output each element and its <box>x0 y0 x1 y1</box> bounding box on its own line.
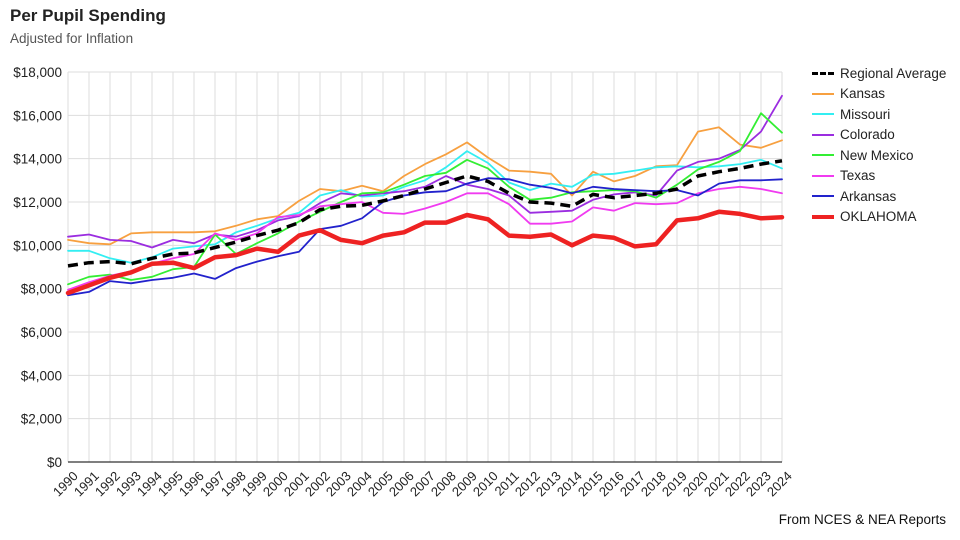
legend: Regional Average Kansas Missouri Colorado Ne… <box>812 63 946 227</box>
y-tick-label: $0 <box>47 455 62 470</box>
legend-label: Arkansas <box>840 189 896 204</box>
legend-item-oklahoma: OKLAHOMA <box>812 207 946 228</box>
y-tick-label: $12,000 <box>13 195 62 210</box>
y-tick-label: $8,000 <box>21 282 62 297</box>
source-note: From NCES & NEA Reports <box>779 512 946 527</box>
grid-lines <box>68 72 782 462</box>
legend-label: Kansas <box>840 86 885 101</box>
legend-swatch <box>812 113 834 115</box>
legend-swatch <box>812 195 834 197</box>
legend-swatch <box>812 154 834 156</box>
legend-item-arkansas: Arkansas <box>812 186 946 207</box>
legend-label: Regional Average <box>840 66 946 81</box>
legend-swatch <box>812 175 834 177</box>
legend-item-kansas: Kansas <box>812 84 946 105</box>
legend-item-regional-average: Regional Average <box>812 63 946 84</box>
legend-swatch <box>812 215 834 219</box>
y-tick-label: $4,000 <box>21 368 62 383</box>
legend-label: Missouri <box>840 107 890 122</box>
y-tick-label: $10,000 <box>13 238 62 253</box>
legend-label: Colorado <box>840 127 895 142</box>
legend-item-texas: Texas <box>812 166 946 187</box>
y-tick-label: $2,000 <box>21 412 62 427</box>
legend-label: Texas <box>840 168 875 183</box>
y-tick-label: $14,000 <box>13 152 62 167</box>
x-tick-labels: 1990199119921993199419951996199719981999… <box>50 468 795 499</box>
legend-swatch <box>812 72 834 75</box>
y-tick-label: $6,000 <box>21 325 62 340</box>
legend-label: New Mexico <box>840 148 914 163</box>
legend-item-colorado: Colorado <box>812 125 946 146</box>
legend-item-new-mexico: New Mexico <box>812 145 946 166</box>
x-tick-label: 2024 <box>764 468 795 499</box>
legend-label: OKLAHOMA <box>840 209 917 224</box>
legend-swatch <box>812 93 834 95</box>
y-tick-label: $18,000 <box>13 65 62 80</box>
y-tick-label: $16,000 <box>13 108 62 123</box>
legend-item-missouri: Missouri <box>812 104 946 125</box>
legend-swatch <box>812 134 834 136</box>
y-tick-labels: $0 $2,000 $4,000 $6,000 $8,000 $10,000 $12,000… <box>13 65 62 470</box>
